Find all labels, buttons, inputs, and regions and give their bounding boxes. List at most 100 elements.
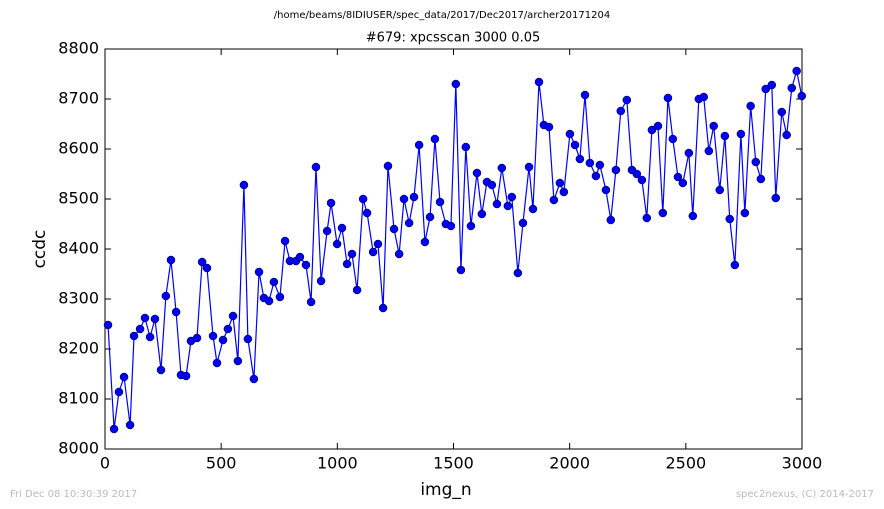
data-point — [129, 331, 139, 341]
data-point — [461, 142, 471, 152]
data-point — [565, 129, 575, 139]
data-point — [150, 314, 160, 324]
data-point — [595, 160, 605, 170]
data-point — [663, 93, 673, 103]
data-point — [637, 175, 647, 185]
data-point — [269, 277, 279, 287]
data-point — [342, 259, 352, 269]
x-axis-label: img_n — [420, 480, 471, 500]
data-point — [678, 178, 688, 188]
data-point — [704, 146, 714, 156]
data-point — [394, 249, 404, 259]
data-point — [212, 358, 222, 368]
y-tick-label: 8600 — [58, 139, 99, 158]
data-point — [389, 224, 399, 234]
data-point — [295, 252, 305, 262]
data-point — [616, 106, 626, 116]
data-point — [466, 221, 476, 231]
data-point — [161, 291, 171, 301]
data-point — [383, 161, 393, 171]
data-point — [228, 311, 238, 321]
data-point — [736, 129, 746, 139]
data-point — [492, 199, 502, 209]
data-point — [549, 195, 559, 205]
data-point — [658, 208, 668, 218]
data-point — [420, 237, 430, 247]
data-point — [524, 162, 534, 172]
x-tick-label: 2500 — [665, 454, 706, 473]
data-point — [767, 80, 777, 90]
data-point — [730, 260, 740, 270]
data-point — [451, 79, 461, 89]
data-point — [399, 194, 409, 204]
y-tick-label: 8500 — [58, 189, 99, 208]
data-point — [513, 268, 523, 278]
data-point — [668, 134, 678, 144]
data-point — [347, 249, 357, 259]
data-point — [145, 332, 155, 342]
data-point — [119, 372, 129, 382]
data-point — [223, 324, 233, 334]
data-point — [414, 140, 424, 150]
data-point — [114, 387, 124, 397]
data-point — [171, 307, 181, 317]
data-point — [601, 185, 611, 195]
data-point — [435, 197, 445, 207]
x-tick-label: 1000 — [317, 454, 358, 473]
data-point — [218, 335, 228, 345]
data-point — [699, 92, 708, 102]
data-point — [316, 276, 326, 286]
data-point — [585, 158, 595, 168]
data-point — [425, 212, 435, 222]
data-point — [555, 178, 565, 188]
data-point — [611, 165, 621, 175]
data-point — [254, 267, 264, 277]
data-point — [243, 334, 253, 344]
data-point — [632, 169, 642, 179]
data-point — [103, 320, 113, 330]
data-point — [135, 324, 145, 334]
data-point — [125, 420, 135, 430]
data-point — [673, 172, 683, 182]
data-point — [761, 84, 771, 94]
data-point — [181, 371, 191, 381]
data-point — [534, 77, 544, 87]
data-point — [715, 185, 725, 195]
data-point — [559, 187, 569, 197]
data-point — [518, 218, 528, 228]
y-tick-label: 8800 — [58, 39, 99, 58]
data-point — [409, 192, 419, 202]
data-point — [751, 157, 761, 167]
data-point — [792, 66, 801, 76]
data-point — [647, 125, 657, 135]
data-point — [797, 91, 807, 101]
data-point — [368, 247, 378, 257]
data-point — [322, 226, 332, 236]
data-point — [109, 424, 119, 434]
data-point — [591, 171, 601, 181]
data-point — [358, 194, 368, 204]
data-point — [580, 90, 590, 100]
data-point — [280, 236, 290, 246]
data-point — [275, 292, 285, 302]
data-point — [326, 198, 336, 208]
data-point — [575, 154, 585, 164]
data-point — [684, 148, 694, 158]
data-point — [337, 223, 347, 233]
data-point — [233, 356, 243, 366]
data-point — [725, 214, 734, 224]
x-tick-label: 500 — [206, 454, 237, 473]
data-point — [777, 107, 787, 117]
x-tick-label: 2000 — [549, 454, 590, 473]
y-tick-label: 8400 — [58, 239, 99, 258]
data-point — [239, 180, 249, 190]
data-point — [352, 285, 362, 295]
footer-left: Fri Dec 08 10:30:39 2017 — [10, 489, 137, 500]
x-tick-label: 3000 — [782, 454, 823, 473]
data-point — [192, 333, 202, 343]
data-point — [528, 204, 538, 214]
data-point — [746, 101, 755, 111]
y-tick-label: 8700 — [58, 89, 99, 108]
data-point — [472, 168, 482, 178]
